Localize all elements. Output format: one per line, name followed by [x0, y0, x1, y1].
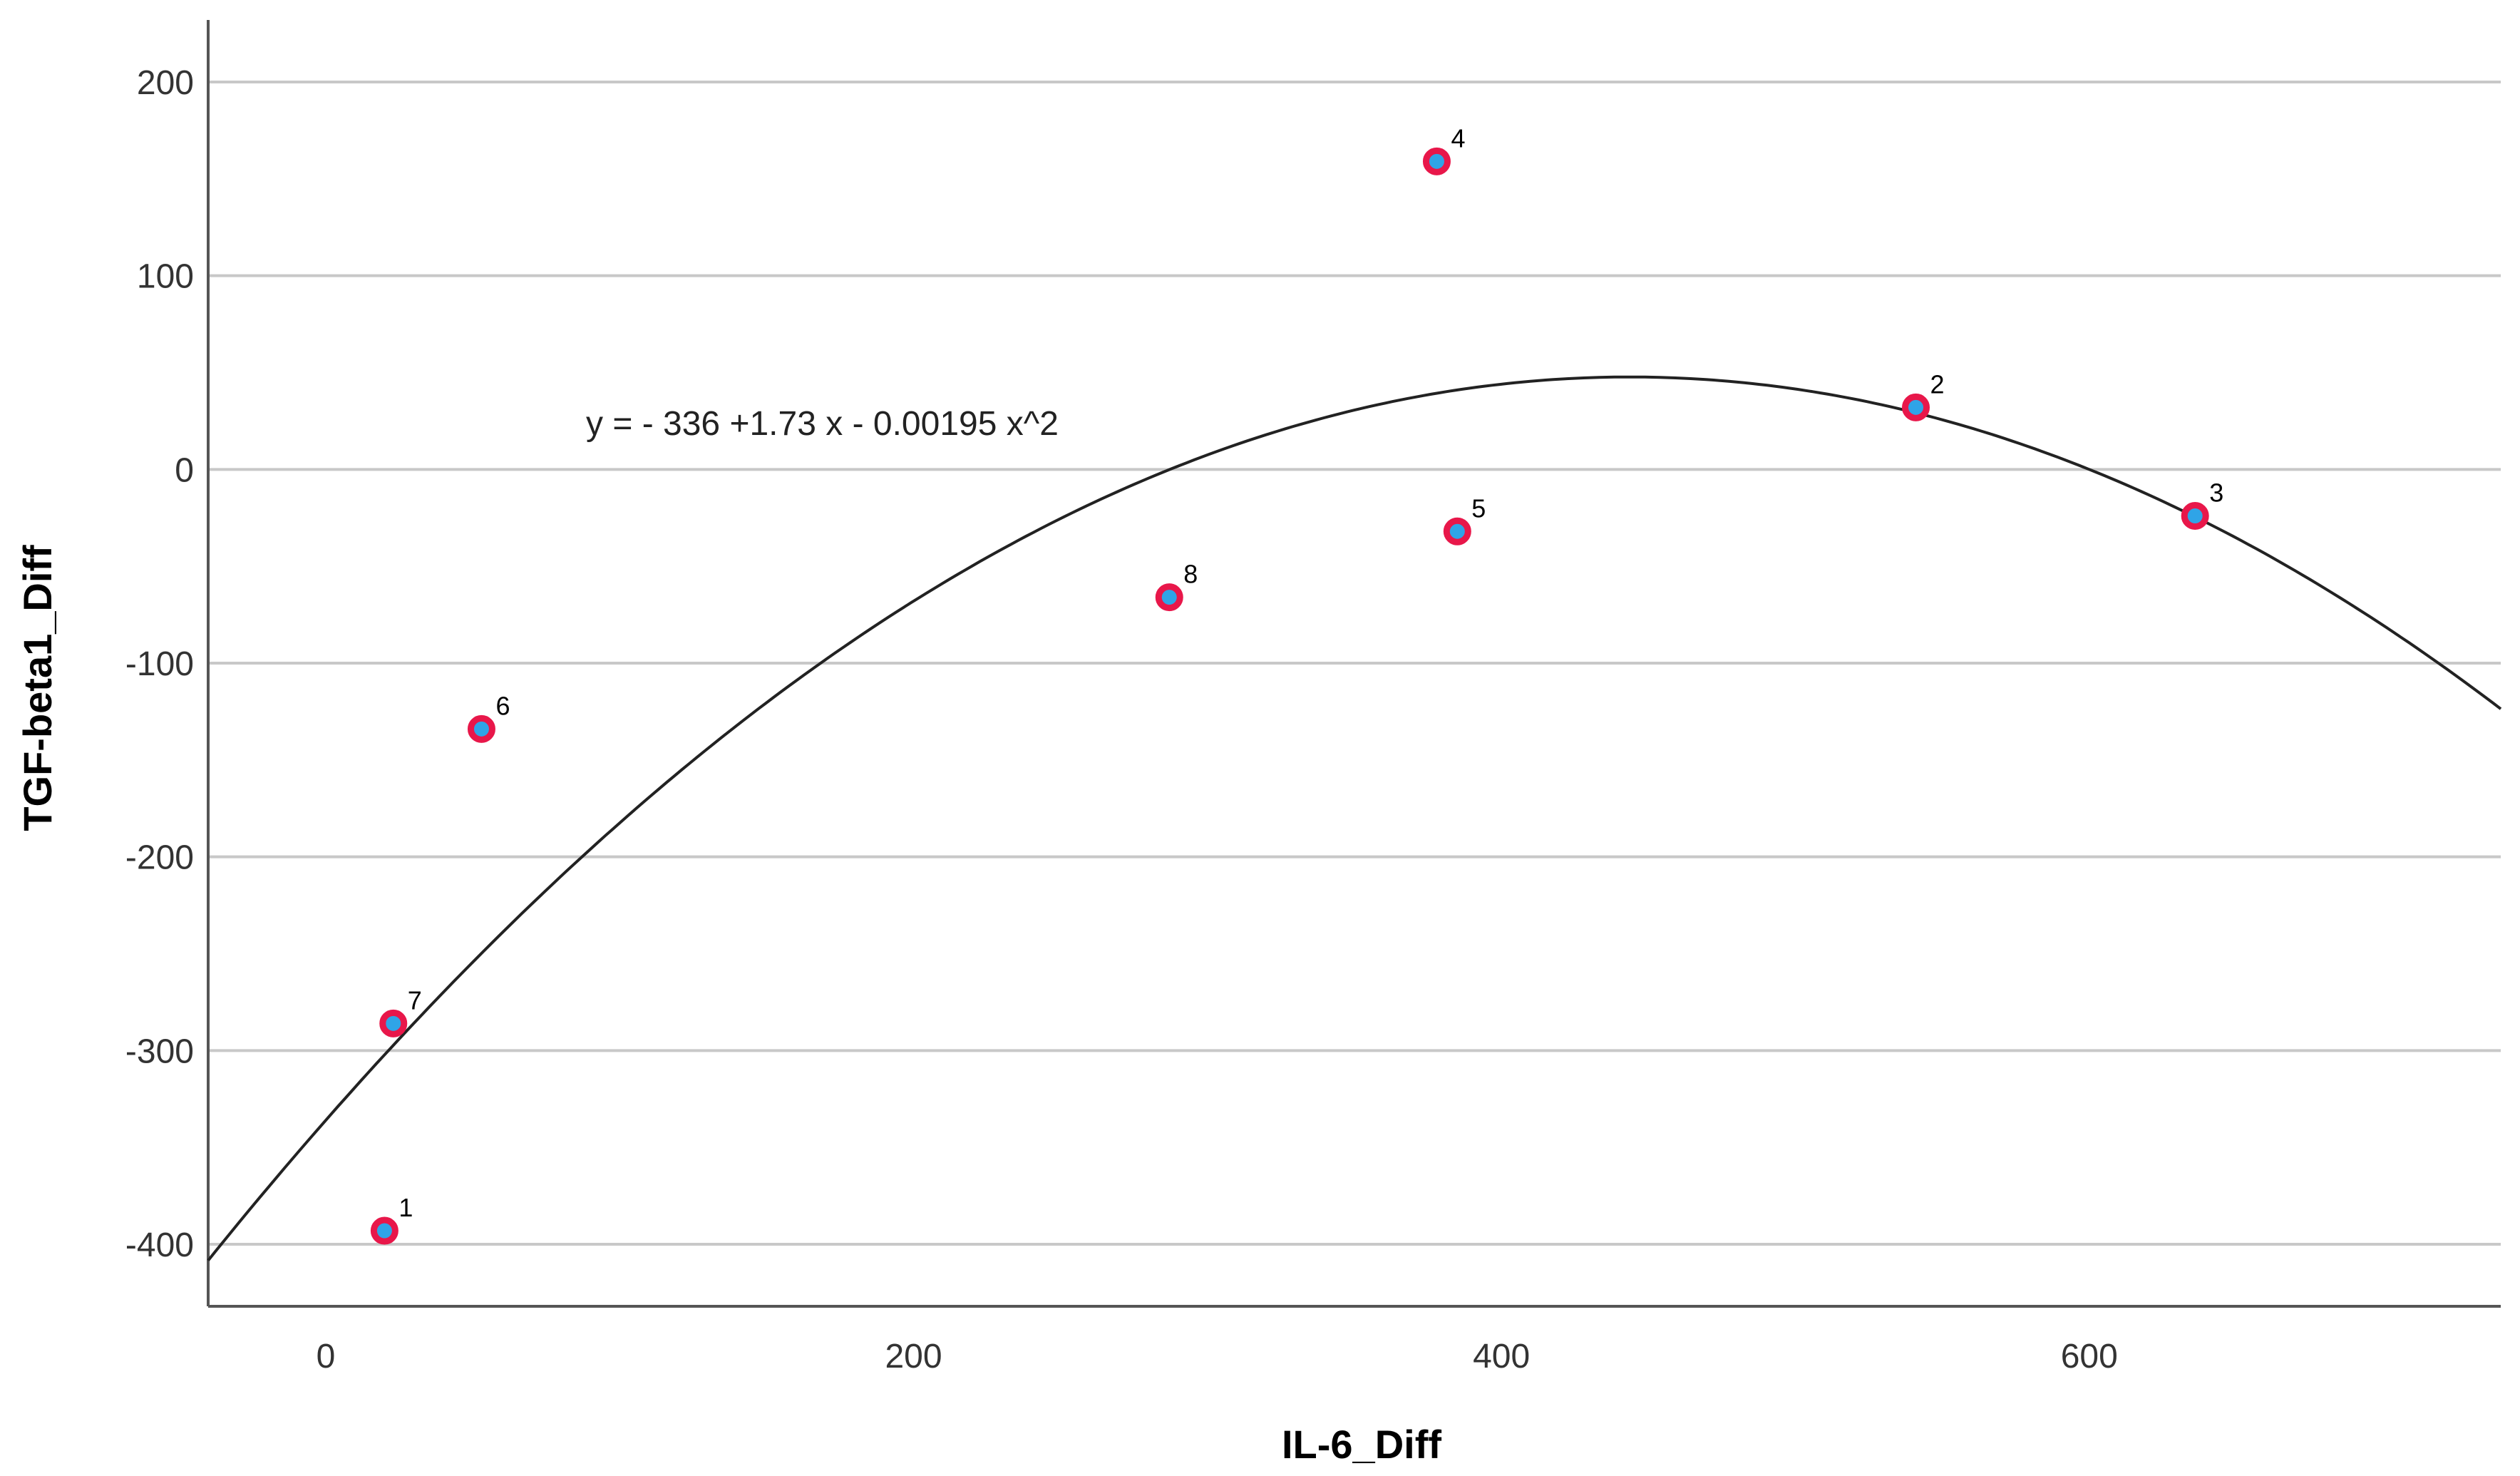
tick-labels: 200 100 0 -100 -200 -300 -400 0 200 400 600 — [125, 64, 2118, 1375]
data-point — [1443, 517, 1471, 545]
point-label: 3 — [2209, 478, 2223, 508]
point-label: 8 — [1183, 560, 1198, 589]
data-points: 1 2 3 4 5 6 7 8 — [370, 123, 2223, 1245]
x-tick-label: 600 — [2061, 1338, 2118, 1375]
point-label: 1 — [398, 1193, 413, 1222]
fit-curve-layer — [207, 375, 2502, 1261]
data-point — [1155, 583, 1183, 612]
point-label: 2 — [1930, 369, 1945, 399]
data-point — [467, 714, 495, 743]
point-label: 5 — [1471, 493, 1486, 523]
x-axis-title: IL-6_Diff — [1282, 1422, 1441, 1467]
point-label: 6 — [495, 691, 510, 720]
y-tick-label: 200 — [137, 64, 194, 102]
data-point — [379, 1009, 408, 1037]
y-tick-label: 0 — [175, 451, 194, 489]
data-point — [2181, 502, 2209, 531]
point-label: 7 — [408, 985, 422, 1015]
point-label: 4 — [1451, 123, 1465, 153]
data-point — [1902, 393, 1930, 421]
y-tick-label: -400 — [125, 1226, 194, 1264]
data-point — [1422, 147, 1451, 175]
x-tick-label: 200 — [885, 1338, 942, 1375]
y-tick-label: -100 — [125, 645, 194, 683]
y-tick-label: -300 — [125, 1032, 194, 1070]
x-tick-label: 400 — [1473, 1338, 1530, 1375]
x-tick-label: 0 — [317, 1338, 336, 1375]
fit-curve — [207, 375, 2502, 1261]
fit-equation: y = - 336 +1.73 x - 0.00195 x^2 — [586, 405, 1059, 443]
axes — [207, 20, 2501, 1308]
y-tick-label: 100 — [137, 258, 194, 296]
y-axis-title: TGF-beta1_Diff — [15, 545, 60, 831]
gridlines — [208, 80, 2501, 1246]
y-tick-label: -200 — [125, 839, 194, 877]
data-point — [370, 1216, 398, 1245]
